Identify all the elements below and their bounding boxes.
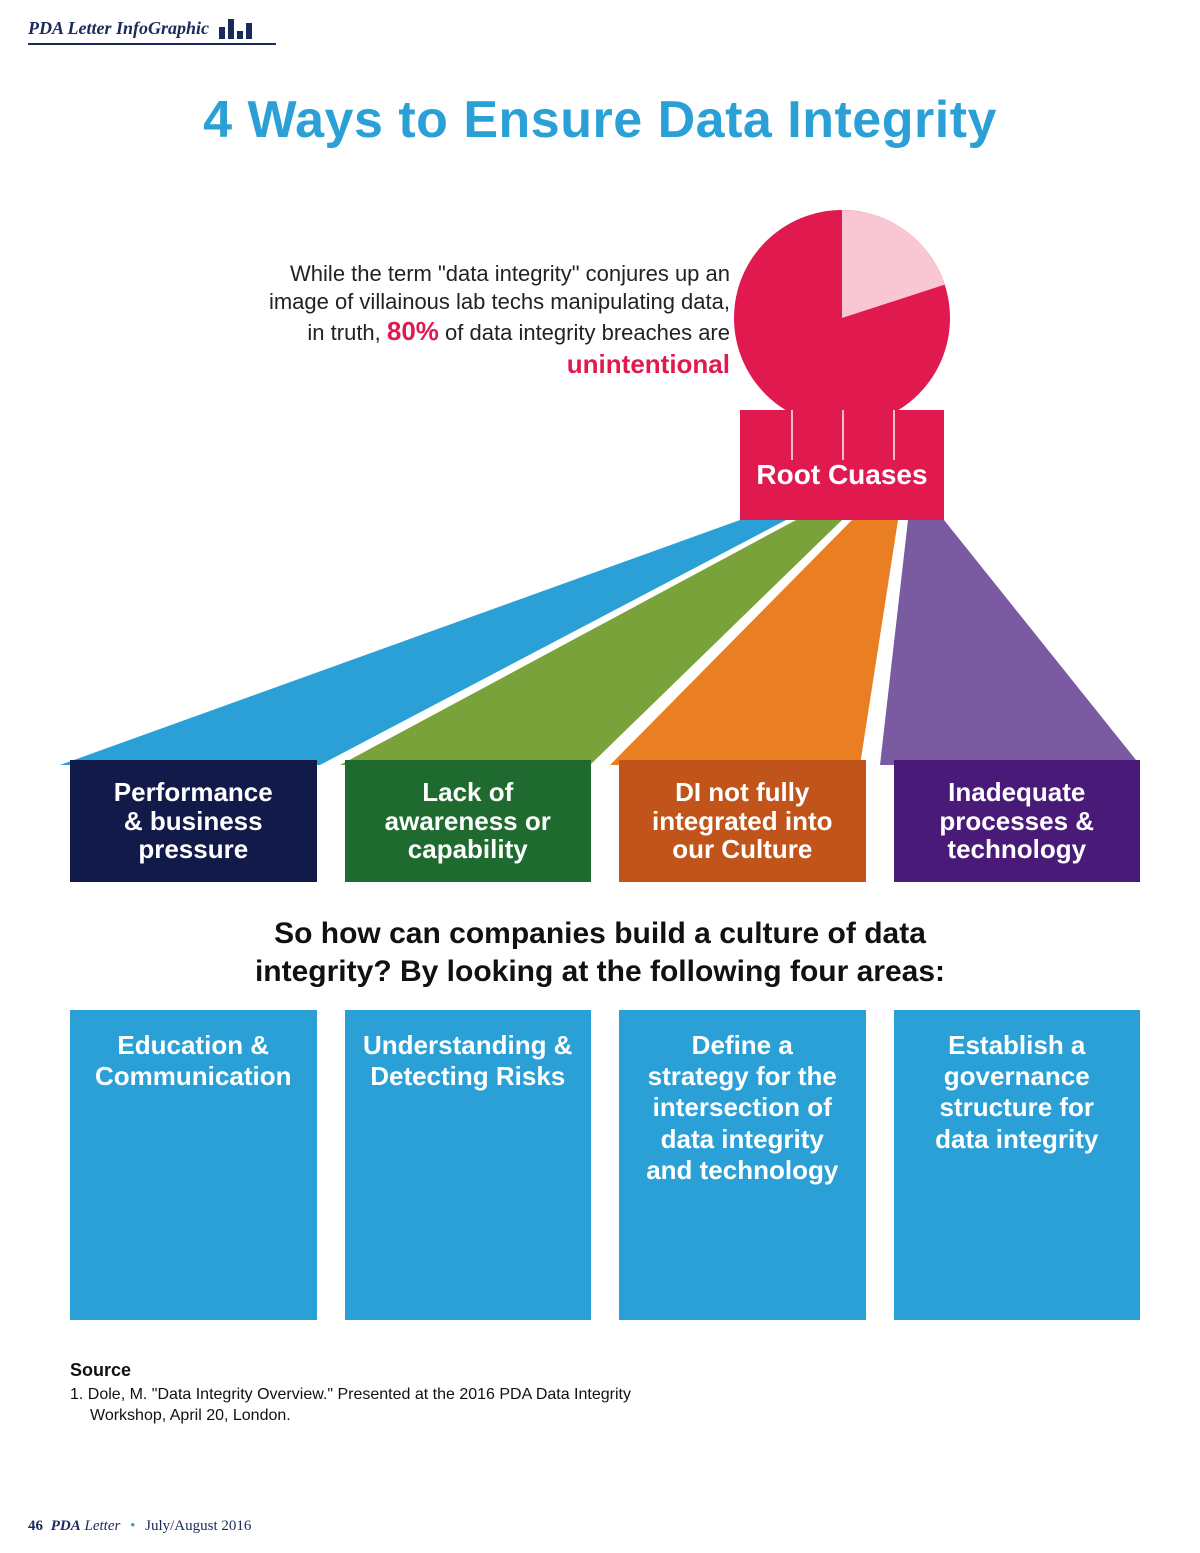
- bar-chart-icon: [219, 19, 252, 39]
- subhead-line2: integrity? By looking at the following f…: [255, 955, 945, 988]
- page-title: 4 Ways to Ensure Data Integrity: [0, 90, 1200, 150]
- intro-pct: 80%: [387, 316, 439, 346]
- footer-separator: •: [130, 1518, 135, 1534]
- source-entry: 1. Dole, M. "Data Integrity Overview." P…: [70, 1385, 690, 1427]
- fan-beams: [60, 520, 1140, 765]
- root-causes-label: Root Cuases: [756, 459, 927, 491]
- area-box-4: Establish agovernancestructure fordata i…: [894, 1010, 1141, 1320]
- footer-date: July/August 2016: [145, 1518, 251, 1534]
- cause-box-2: Lack ofawareness orcapability: [345, 760, 592, 882]
- root-cause-row: Performance& businesspressure Lack ofawa…: [70, 760, 1140, 882]
- intro-line2: image of villainous lab techs manipulati…: [269, 289, 730, 314]
- header-title: PDA Letter InfoGraphic: [28, 18, 209, 39]
- areas-row: Education &Communication Understanding &…: [70, 1010, 1140, 1320]
- footer-brand-bold: PDA: [51, 1518, 81, 1534]
- cause-box-3: DI not fullyintegrated intoour Culture: [619, 760, 866, 882]
- root-causes-stem: Root Cuases: [740, 410, 944, 520]
- cause-box-1: Performance& businesspressure: [70, 760, 317, 882]
- subhead-line1: So how can companies build a culture of …: [274, 917, 926, 950]
- intro-line1: While the term "data integrity" conjures…: [290, 261, 730, 286]
- subheading: So how can companies build a culture of …: [0, 915, 1200, 990]
- area-box-1: Education &Communication: [70, 1010, 317, 1320]
- source-block: Source 1. Dole, M. "Data Integrity Overv…: [70, 1360, 690, 1427]
- source-heading: Source: [70, 1360, 690, 1381]
- beam-4: [880, 520, 1140, 765]
- pie-chart: [734, 210, 950, 426]
- page-footer: 46 PDA Letter • July/August 2016: [28, 1518, 251, 1535]
- area-box-2: Understanding &Detecting Risks: [345, 1010, 592, 1320]
- footer-brand-rest: Letter: [81, 1518, 121, 1534]
- beam-1: [60, 520, 786, 765]
- pie-svg: [734, 210, 950, 426]
- intro-emphasis: unintentional: [230, 348, 730, 381]
- footer-page-number: 46: [28, 1518, 43, 1534]
- intro-line3-pre: in truth,: [307, 320, 386, 345]
- beam-2: [340, 520, 842, 765]
- intro-text: While the term "data integrity" conjures…: [230, 260, 730, 380]
- header: PDA Letter InfoGraphic: [28, 18, 276, 45]
- intro-line3-post: of data integrity breaches are: [439, 320, 730, 345]
- beam-3: [610, 520, 898, 765]
- area-box-3: Define astrategy for theintersection ofd…: [619, 1010, 866, 1320]
- cause-box-4: Inadequateprocesses &technology: [894, 760, 1141, 882]
